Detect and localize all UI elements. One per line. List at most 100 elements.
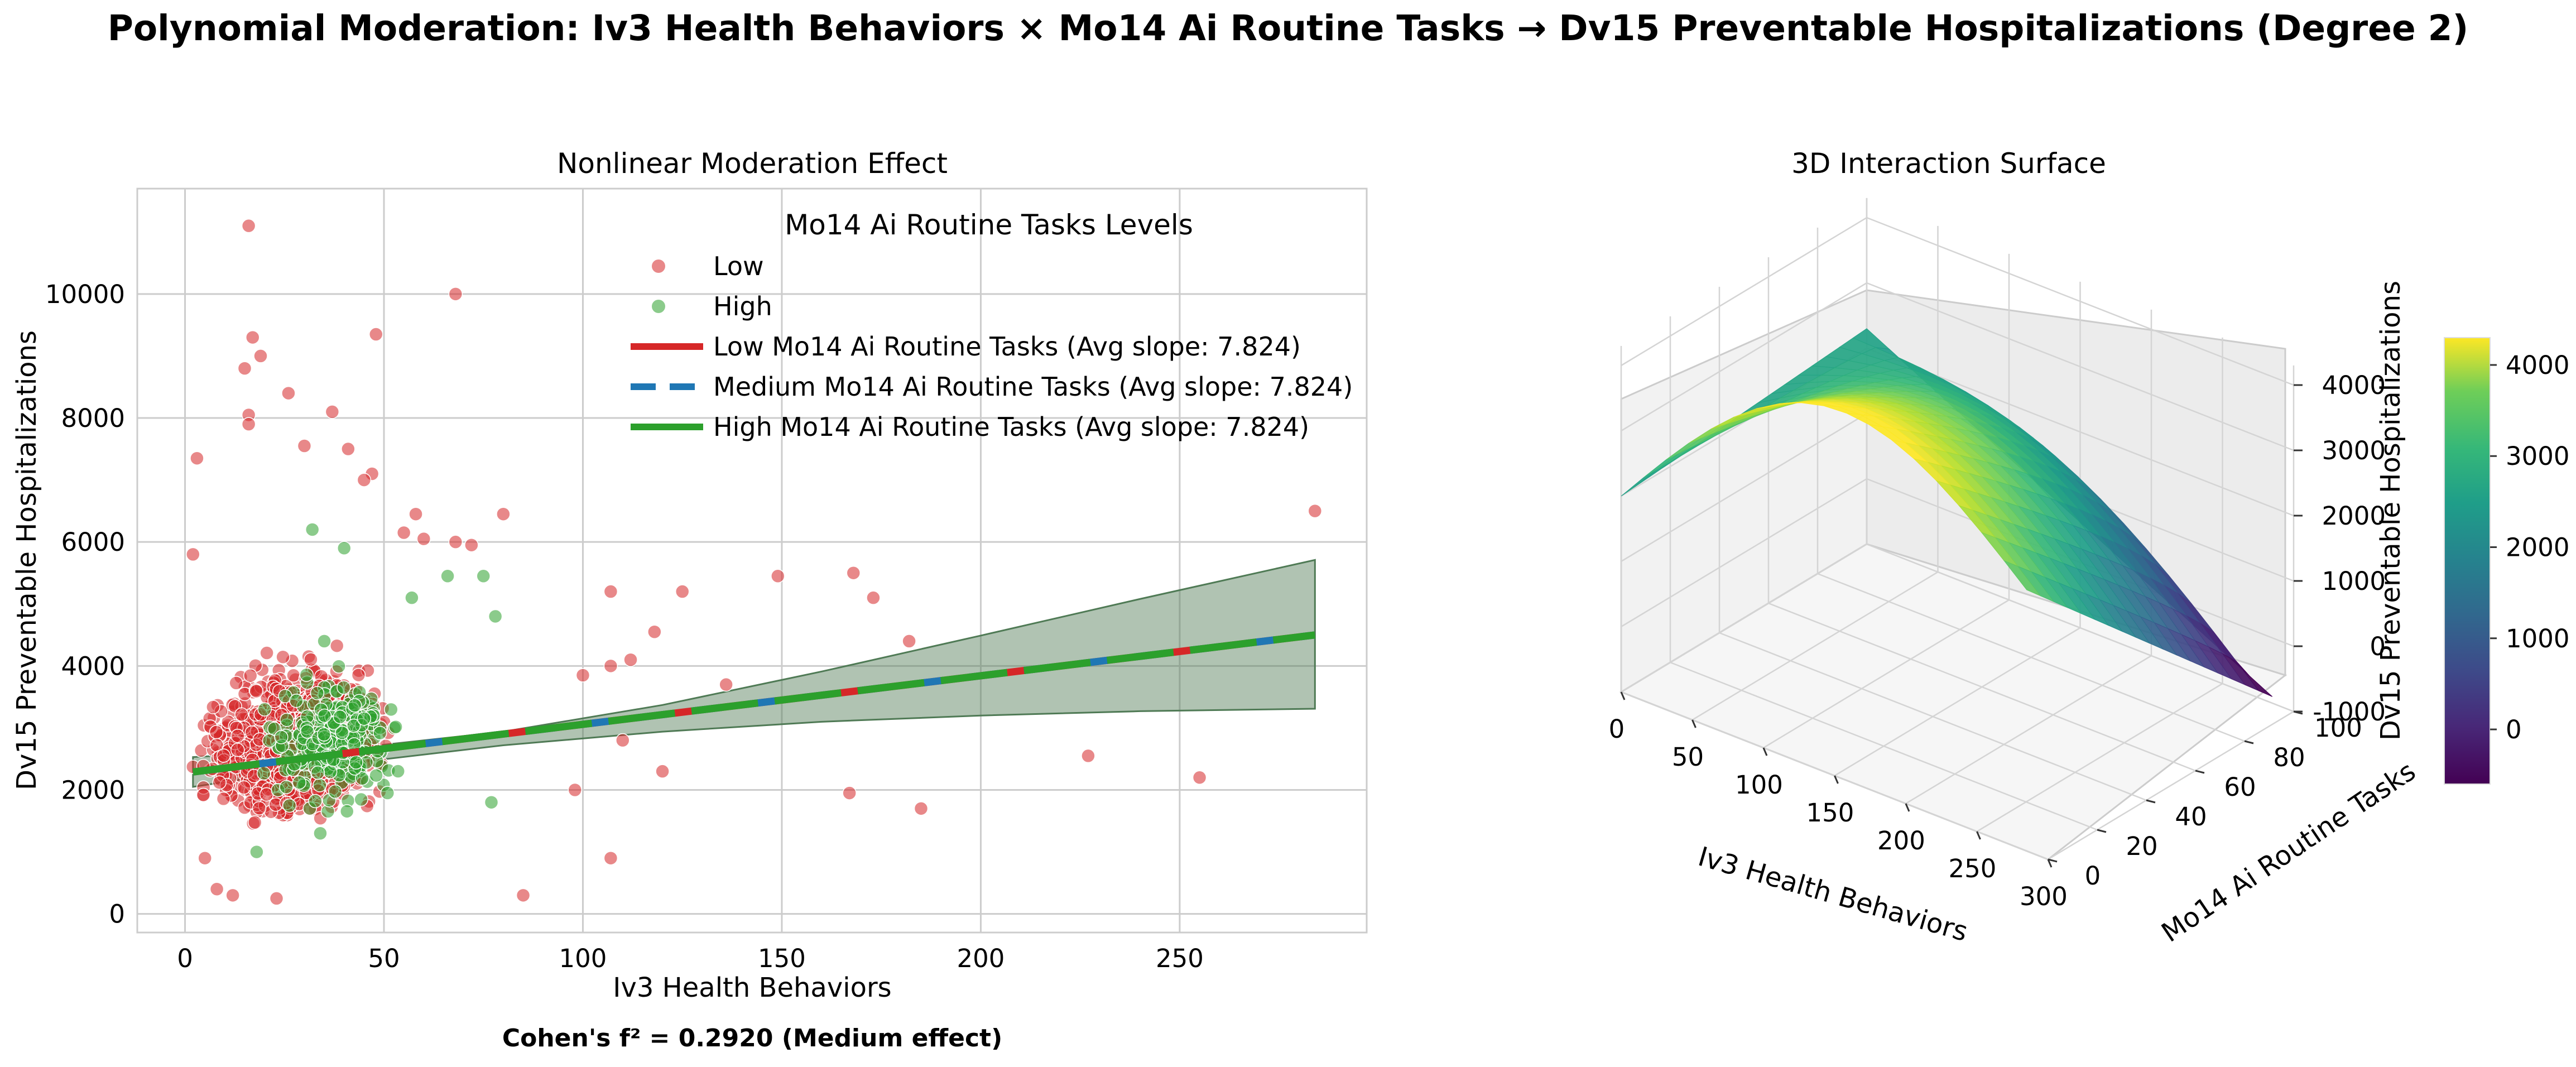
- floor-gridline: [1768, 602, 2196, 772]
- scatter-point: [675, 584, 690, 599]
- scatter-point: [405, 590, 419, 605]
- scatter-point: [257, 702, 272, 717]
- scatter-point: [333, 709, 348, 724]
- scatter-point: [902, 634, 916, 648]
- scatter-point: [349, 755, 363, 770]
- colorbar-tick-label: 2000: [2506, 533, 2570, 563]
- scatter-point: [237, 361, 252, 376]
- scatter-point: [317, 634, 331, 648]
- legend-marker: [652, 300, 665, 313]
- scatter-point: [603, 850, 618, 866]
- scatter-point: [341, 441, 355, 456]
- scatter-point: [340, 804, 354, 819]
- x-tick-label: 100: [1735, 770, 1783, 800]
- scatter-point: [357, 712, 372, 726]
- scatter-point: [1308, 503, 1323, 518]
- floor-gridline: [1719, 632, 2147, 801]
- floor-gridline: [1763, 599, 2010, 749]
- y-tick-mark: [2195, 770, 2205, 774]
- scatter-point: [259, 646, 274, 660]
- scatter-point: [313, 826, 328, 841]
- scatter-point: [516, 888, 531, 903]
- colorbar-tick-label: 0: [2506, 715, 2522, 744]
- scatter-point: [269, 891, 284, 906]
- scatter-point: [328, 784, 343, 799]
- scatter-point: [603, 659, 618, 674]
- scatter-point: [252, 801, 267, 816]
- wall-gridline: [1621, 543, 2294, 713]
- z-tick-label: 2000: [2322, 501, 2386, 531]
- scatter-point: [249, 844, 264, 859]
- scatter-point: [866, 590, 881, 605]
- left-x-axis-label: Iv3 Health Behaviors: [613, 972, 891, 1003]
- scatter-point: [317, 708, 332, 723]
- z-tick-label: 4000: [2322, 371, 2386, 400]
- scatter-point: [241, 417, 256, 431]
- scatter-point: [243, 668, 258, 683]
- scatter-layer: [186, 218, 1323, 906]
- scatter-point: [198, 850, 212, 866]
- scatter-point: [331, 659, 346, 674]
- scatter-point: [300, 724, 315, 739]
- 3d-z-ticks: -1000 0 1000 2000 3000 4000: [2294, 371, 2386, 727]
- scatter-point: [241, 218, 256, 233]
- scatter-point: [347, 698, 362, 713]
- colorbar-tick-label: 1000: [2506, 624, 2570, 653]
- scatter-point: [279, 780, 294, 795]
- scatter-point: [190, 451, 204, 465]
- x-tick-label: 50: [1672, 742, 1704, 772]
- legend-entry-label: Medium Mo14 Ai Routine Tasks (Avg slope:…: [713, 372, 1353, 402]
- scatter-point: [357, 473, 372, 487]
- scatter-point: [346, 718, 361, 733]
- y-tick-label: 0: [2085, 861, 2101, 891]
- x-tick-label: 200: [1877, 826, 1925, 855]
- x-tick-mark: [1762, 747, 1768, 756]
- x-tick-mark: [2047, 859, 2053, 868]
- floor-gridline: [2048, 710, 2294, 861]
- x-tick-mark: [1691, 719, 1696, 728]
- x-tick-mark: [1905, 803, 1910, 812]
- scatter-point: [313, 778, 327, 792]
- z-tick-label: 1000: [2322, 566, 2386, 596]
- scatter-point: [440, 569, 455, 584]
- floor-gridline: [1817, 573, 2245, 742]
- scatter-point: [416, 531, 431, 546]
- scatter-point: [209, 882, 224, 896]
- scatter-point: [771, 569, 785, 584]
- scatter-point: [408, 507, 423, 521]
- 3d-y-ticks: 0 20 40 60 80 100: [2048, 710, 2362, 891]
- y-tick-label: 80: [2273, 743, 2305, 772]
- legend-entry-label: Low Mo14 Ai Routine Tasks (Avg slope: 7.…: [713, 331, 1301, 362]
- scatter-point: [281, 386, 296, 401]
- scatter-point: [304, 652, 318, 667]
- scatter-point: [354, 792, 368, 807]
- scatter-point: [373, 725, 387, 741]
- legend: Mo14 Ai Routine Tasks Levels Low High Low …: [631, 209, 1353, 442]
- scatter-point: [316, 727, 331, 742]
- scatter-point: [274, 730, 289, 744]
- figure-title: Polynomial Moderation: Iv3 Health Behavi…: [108, 8, 2469, 49]
- scatter-point: [323, 765, 338, 779]
- y-tick-mark: [2048, 858, 2058, 863]
- scatter-point: [655, 764, 670, 778]
- wall-gridline: [1621, 282, 2294, 451]
- colorbar: [2444, 337, 2491, 785]
- y-tick-label: 2000: [61, 776, 125, 805]
- scatter-point: [230, 743, 245, 757]
- y-tick-label: 20: [2126, 832, 2157, 861]
- scatter-point: [464, 537, 479, 552]
- scatter-point: [616, 733, 630, 748]
- x-tick-label: 250: [1949, 854, 1997, 883]
- 3d-y-axis-label: Mo14 Ai Routine Tasks: [2156, 756, 2421, 949]
- x-tick-label: 0: [1609, 714, 1625, 744]
- scatter-point: [842, 786, 857, 800]
- scatter-point: [196, 787, 211, 802]
- x-tick-label: 250: [1156, 944, 1204, 973]
- y-tick-label: 40: [2175, 802, 2207, 832]
- scatter-point: [351, 667, 366, 683]
- scatter-point: [369, 768, 383, 783]
- y-tick-label: 6000: [61, 527, 125, 557]
- scatter-point: [396, 525, 411, 540]
- scatter-point: [337, 680, 351, 695]
- surface-patch: [2003, 560, 2041, 597]
